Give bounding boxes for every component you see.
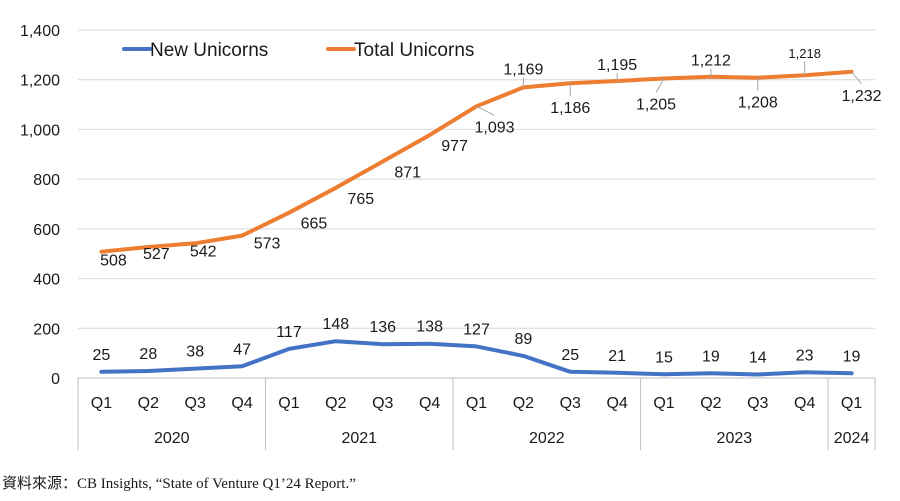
y-tick-label: 800 [33, 172, 60, 189]
data-label-new-unicorns: 138 [416, 319, 443, 336]
x-tick-label: Q1 [466, 395, 487, 412]
leader-line [476, 105, 495, 116]
data-label-new-unicorns: 127 [463, 321, 490, 338]
data-label-total-unicorns: 977 [441, 138, 468, 155]
source-note: 資料來源：CB Insights, “State of Venture Q1’2… [2, 476, 356, 492]
x-tick-label: Q2 [700, 395, 721, 412]
data-label-total-unicorns: 871 [394, 164, 421, 181]
data-label-total-unicorns: 1,093 [474, 119, 514, 136]
data-label-total-unicorns: 1,208 [738, 95, 778, 112]
series-line-new-unicorns [99, 339, 854, 377]
y-tick-label: 1,400 [20, 23, 60, 40]
x-tick-label: Q4 [794, 395, 815, 412]
data-label-total-unicorns: 1,232 [842, 88, 882, 105]
data-label-new-unicorns: 47 [233, 341, 251, 358]
x-tick-label: Q4 [606, 395, 627, 412]
data-label-total-unicorns: 1,212 [691, 53, 731, 70]
data-label-total-unicorns: 1,169 [503, 61, 543, 78]
x-tick-label: Q2 [325, 395, 346, 412]
data-label-new-unicorns: 14 [749, 350, 767, 367]
y-tick-label: 400 [33, 272, 60, 289]
data-labels: 25 28 38 47 117 148 136 138 127 89 25 21 15 19 14 23 19 5… [93, 46, 882, 366]
y-tick-label: 1,200 [20, 73, 60, 90]
series-lines [99, 69, 854, 377]
legend-label: New Unicorns [150, 40, 268, 61]
x-tick-label: Q2 [138, 395, 159, 412]
data-label-new-unicorns: 15 [655, 349, 673, 366]
y-axis: 0 200 400 600 800 1,000 1,200 1,400 [20, 23, 60, 388]
x-axis: Q1 Q2 Q3 Q4 Q1 Q2 Q3 Q4 Q1 Q2 Q3 Q4 Q1 Q2 Q3 Q4 Q1 2020 20… [77, 377, 876, 450]
x-year-label: 2022 [529, 430, 565, 447]
legend-label: Total Unicorns [354, 40, 474, 61]
x-tick-label: Q1 [91, 395, 112, 412]
x-tick-label: Q3 [185, 395, 206, 412]
data-label-total-unicorns: 1,218 [788, 46, 821, 61]
data-label-total-unicorns: 665 [301, 216, 328, 233]
data-label-total-unicorns: 573 [254, 236, 281, 253]
y-tick-label: 600 [33, 222, 60, 239]
data-label-total-unicorns: 508 [100, 253, 127, 270]
data-label-total-unicorns: 1,205 [636, 96, 676, 113]
data-label-new-unicorns: 117 [276, 324, 302, 341]
x-year-label: 2024 [834, 430, 870, 447]
x-tick-label: Q4 [231, 395, 252, 412]
data-label-new-unicorns: 136 [369, 319, 396, 336]
x-tick-label: Q3 [747, 395, 768, 412]
data-label-total-unicorns: 542 [190, 243, 217, 260]
data-label-total-unicorns: 765 [348, 191, 375, 208]
x-tick-label: Q3 [372, 395, 393, 412]
x-tick-label: Q4 [419, 395, 440, 412]
data-label-new-unicorns: 25 [561, 347, 579, 364]
x-tick-label: Q2 [513, 395, 534, 412]
x-tick-label: Q1 [653, 395, 674, 412]
x-tick-label: Q1 [278, 395, 299, 412]
data-label-new-unicorns: 148 [323, 316, 350, 333]
data-label-new-unicorns: 89 [514, 331, 532, 348]
y-tick-label: 200 [33, 321, 60, 338]
leader-line [655, 78, 665, 93]
x-tick-label: Q1 [841, 395, 862, 412]
series-line-total-unicorns [99, 69, 854, 254]
data-label-new-unicorns: 21 [608, 348, 626, 365]
data-label-new-unicorns: 28 [139, 346, 157, 363]
data-label-new-unicorns: 38 [186, 344, 204, 361]
y-tick-label: 1,000 [20, 122, 60, 139]
data-label-total-unicorns: 527 [143, 246, 170, 263]
data-label-new-unicorns: 19 [843, 348, 861, 365]
x-year-label: 2020 [154, 430, 190, 447]
data-label-new-unicorns: 19 [702, 348, 720, 365]
legend: New Unicorns Total Unicorns [122, 40, 474, 61]
x-tick-label: Q3 [560, 395, 581, 412]
data-label-total-unicorns: 1,186 [550, 100, 590, 117]
gridlines [78, 29, 875, 329]
data-label-new-unicorns: 25 [93, 347, 111, 364]
y-tick-label: 0 [51, 371, 60, 388]
x-year-label: 2023 [717, 430, 753, 447]
x-year-label: 2021 [341, 430, 377, 447]
leader-line [851, 71, 862, 85]
data-label-new-unicorns: 23 [796, 347, 814, 364]
data-label-total-unicorns: 1,195 [597, 57, 637, 74]
